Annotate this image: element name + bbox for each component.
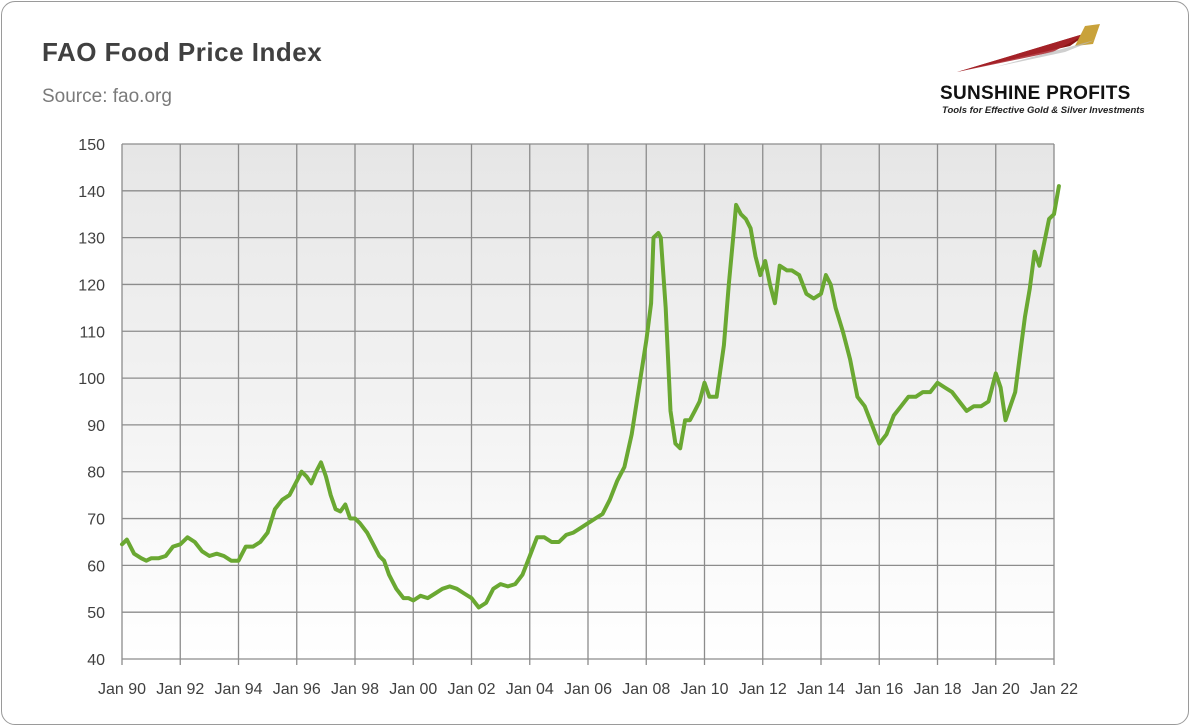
- y-tick-label: 90: [87, 418, 105, 435]
- y-tick-label: 110: [79, 324, 105, 341]
- x-tick-label: Jan 12: [739, 681, 787, 698]
- y-tick-label: 60: [87, 558, 105, 575]
- x-tick-label: Jan 08: [622, 681, 670, 698]
- y-tick-label: 150: [78, 137, 105, 154]
- x-tick-label: Jan 20: [972, 681, 1020, 698]
- x-tick-label: Jan 06: [564, 681, 612, 698]
- x-tick-label: Jan 94: [214, 681, 262, 698]
- x-tick-label: Jan 00: [389, 681, 437, 698]
- x-tick-label: Jan 22: [1030, 681, 1078, 698]
- chart-subtitle: Source: fao.org: [42, 86, 172, 107]
- y-axis: 40 50 60 70 80 90 100 110 120 130 140 150: [78, 137, 105, 669]
- x-axis: Jan 90 Jan 92 Jan 94 Jan 96 Jan 98 Jan 00 Jan …: [98, 681, 1078, 698]
- series-line: [120, 184, 1061, 610]
- logo-tagline: Tools for Effective Gold & Silver Invest…: [942, 105, 1145, 116]
- y-tick-label: 70: [87, 512, 105, 529]
- x-tick-label: Jan 96: [273, 681, 321, 698]
- x-tick-label: Jan 90: [98, 681, 146, 698]
- x-tick-label: Jan 18: [913, 681, 961, 698]
- y-tick-label: 130: [78, 231, 105, 248]
- y-tick-label: 40: [87, 652, 105, 669]
- chart-title: FAO Food Price Index: [42, 37, 323, 67]
- sunshine-profits-logo: SUNSHINE PROFITS Tools for Effective Gol…: [935, 22, 1175, 122]
- x-tick-label: Jan 10: [680, 681, 728, 698]
- grid-lines: [121, 143, 1055, 665]
- x-tick-label: Jan 02: [447, 681, 495, 698]
- x-tick-label: Jan 14: [797, 681, 845, 698]
- y-tick-label: 120: [78, 277, 105, 294]
- y-tick-label: 50: [87, 605, 105, 622]
- logo-swoosh-icon: [957, 24, 1100, 72]
- y-tick-label: 100: [78, 371, 105, 388]
- x-tick-label: Jan 92: [156, 681, 204, 698]
- logo-name: SUNSHINE PROFITS: [940, 83, 1131, 104]
- x-tick-label: Jan 98: [331, 681, 379, 698]
- x-tick-label: Jan 04: [506, 681, 554, 698]
- x-tick-label: Jan 16: [855, 681, 903, 698]
- y-tick-label: 80: [87, 465, 105, 482]
- y-tick-label: 140: [78, 184, 105, 201]
